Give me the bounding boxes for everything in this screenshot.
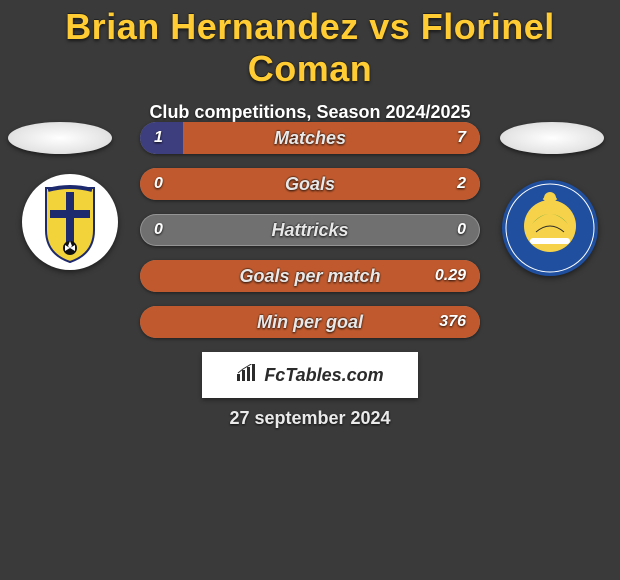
player-photo-right: [500, 122, 604, 154]
stat-value-right: 0: [457, 214, 466, 246]
subtitle: Club competitions, Season 2024/2025: [0, 102, 620, 123]
stat-value-right: 376: [439, 306, 466, 338]
stat-label: Goals: [140, 168, 480, 200]
stat-row: Goals0 2: [140, 168, 480, 200]
branding: FcTables.com: [202, 352, 418, 398]
footer-date: 27 september 2024: [0, 408, 620, 429]
stat-value-left: 0: [154, 214, 163, 246]
stat-value-left: 0: [154, 168, 163, 200]
stat-value-right: 0.29: [435, 260, 466, 292]
stat-row: Hattricks0 0: [140, 214, 480, 246]
stat-value-right: 2: [457, 168, 466, 200]
stat-value-right: 7: [457, 122, 466, 154]
player-photo-left: [8, 122, 112, 154]
stat-label: Min per goal: [140, 306, 480, 338]
stat-value-left: 1: [154, 122, 163, 154]
stat-label: Hattricks: [140, 214, 480, 246]
branding-text: FcTables.com: [264, 365, 383, 385]
stat-row: Matches1 7: [140, 122, 480, 154]
comparison-bars: Matches17Goals02Hattricks00Goals per mat…: [140, 122, 480, 352]
club-badge-right: [502, 180, 598, 276]
bar-chart-icon: [236, 353, 258, 399]
comparison-card: Brian Hernandez vs Florinel Coman Club co…: [0, 0, 620, 580]
stat-row: Goals per match0.29: [140, 260, 480, 292]
stat-row: Min per goal376: [140, 306, 480, 338]
club-badge-left: [22, 174, 118, 270]
stat-label: Matches: [140, 122, 480, 154]
stat-label: Goals per match: [140, 260, 480, 292]
page-title: Brian Hernandez vs Florinel Coman: [0, 6, 620, 90]
